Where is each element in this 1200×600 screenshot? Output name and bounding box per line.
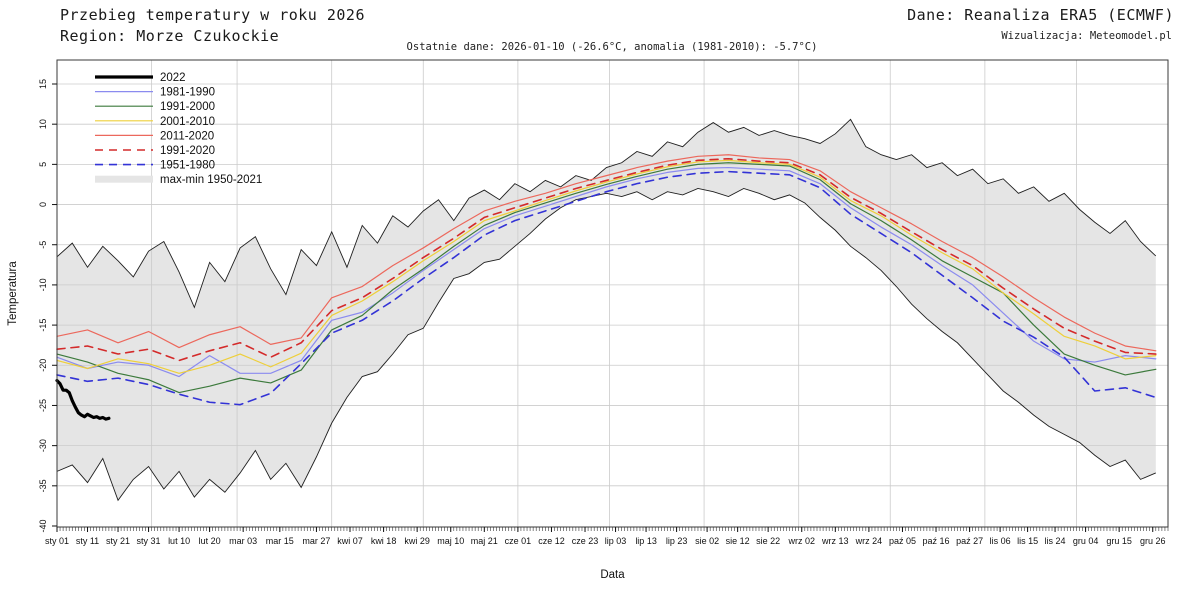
x-tick-label: kwi 29 xyxy=(404,536,430,546)
legend-label: 2022 xyxy=(160,72,186,84)
x-tick-label: sty 01 xyxy=(45,536,69,546)
y-tick-label: -35 xyxy=(38,479,48,492)
x-tick-label: mar 15 xyxy=(266,536,294,546)
y-tick-label: 0 xyxy=(38,202,48,207)
x-tick-label: wrz 02 xyxy=(787,536,815,546)
region-subtitle: Region: Morze Czukockie xyxy=(60,27,280,45)
y-tick-label: -20 xyxy=(38,359,48,372)
y-tick-label: -25 xyxy=(38,399,48,412)
x-tick-label: wrz 13 xyxy=(821,536,849,546)
y-tick-label: -30 xyxy=(38,439,48,452)
x-tick-label: cze 12 xyxy=(538,536,565,546)
band-max-line xyxy=(56,118,1157,309)
y-axis-title: Temperatura xyxy=(7,261,19,326)
series-1991-2020 xyxy=(56,157,1157,362)
x-tick-label: lip 23 xyxy=(666,536,688,546)
legend-label: 1991-2000 xyxy=(160,101,215,113)
x-tick-label: lis 15 xyxy=(1017,536,1038,546)
x-tick-label: sty 21 xyxy=(106,536,130,546)
x-tick-label: gru 04 xyxy=(1073,536,1099,546)
x-tick-label: paź 27 xyxy=(956,536,983,546)
legend-label: 1991-2020 xyxy=(160,145,215,157)
y-tick-label: 10 xyxy=(38,119,48,129)
legend-label: max-min 1950-2021 xyxy=(160,174,262,186)
series-1991-2000 xyxy=(56,162,1157,394)
y-tick-label: -40 xyxy=(38,519,48,532)
page-title: Przebieg temperatury w roku 2026 xyxy=(60,6,365,24)
x-tick-label: maj 10 xyxy=(437,536,464,546)
series-2011-2020 xyxy=(56,154,1157,352)
x-tick-label: gru 15 xyxy=(1106,536,1132,546)
y-tick-label: -5 xyxy=(38,241,48,249)
y-tick-label: -15 xyxy=(38,319,48,332)
x-tick-label: lut 20 xyxy=(199,536,221,546)
y-tick-label: -10 xyxy=(38,278,48,291)
legend-label: 2011-2020 xyxy=(160,130,214,142)
x-tick-label: kwi 18 xyxy=(371,536,397,546)
x-tick-label: mar 27 xyxy=(302,536,330,546)
x-tick-label: gru 26 xyxy=(1140,536,1166,546)
x-tick-label: maj 21 xyxy=(471,536,498,546)
x-tick-label: sie 12 xyxy=(726,536,750,546)
legend-swatch-band xyxy=(95,175,153,183)
legend-label: 1951-1980 xyxy=(160,160,215,172)
x-tick-label: lut 10 xyxy=(168,536,190,546)
series-2001-2010 xyxy=(56,159,1157,374)
visualization-credit: Wizualizacja: Meteomodel.pl xyxy=(1001,30,1172,42)
x-tick-label: sty 11 xyxy=(76,536,99,546)
series-1981-1990 xyxy=(56,166,1157,378)
x-tick-label: paź 05 xyxy=(889,536,916,546)
y-tick-label: 5 xyxy=(38,162,48,167)
legend-label: 1981-1990 xyxy=(160,87,215,99)
last-data-note: Ostatnie dane: 2026-01-10 (-26.6°C, anom… xyxy=(406,41,818,53)
x-tick-label: sty 31 xyxy=(137,536,161,546)
x-tick-label: lis 24 xyxy=(1045,536,1066,546)
y-tick-label: 15 xyxy=(38,79,48,89)
legend-label: 2001-2010 xyxy=(160,116,215,128)
band-min-line xyxy=(56,187,1156,502)
x-tick-label: lis 06 xyxy=(990,536,1011,546)
series-2022 xyxy=(55,378,111,421)
x-tick-label: sie 02 xyxy=(695,536,719,546)
data-source-label: Dane: Reanaliza ERA5 (ECMWF) xyxy=(907,6,1174,24)
x-tick-label: wrz 24 xyxy=(855,536,883,546)
x-tick-label: lip 13 xyxy=(635,536,657,546)
x-tick-label: mar 03 xyxy=(229,536,257,546)
x-tick-label: cze 01 xyxy=(505,536,532,546)
series-1951-1980 xyxy=(56,170,1157,406)
x-axis-title: Data xyxy=(600,569,625,581)
x-tick-label: paź 16 xyxy=(923,536,950,546)
x-tick-label: kwi 07 xyxy=(337,536,363,546)
x-tick-label: sie 22 xyxy=(756,536,780,546)
x-tick-label: lip 03 xyxy=(605,536,627,546)
x-tick-label: cze 23 xyxy=(572,536,599,546)
